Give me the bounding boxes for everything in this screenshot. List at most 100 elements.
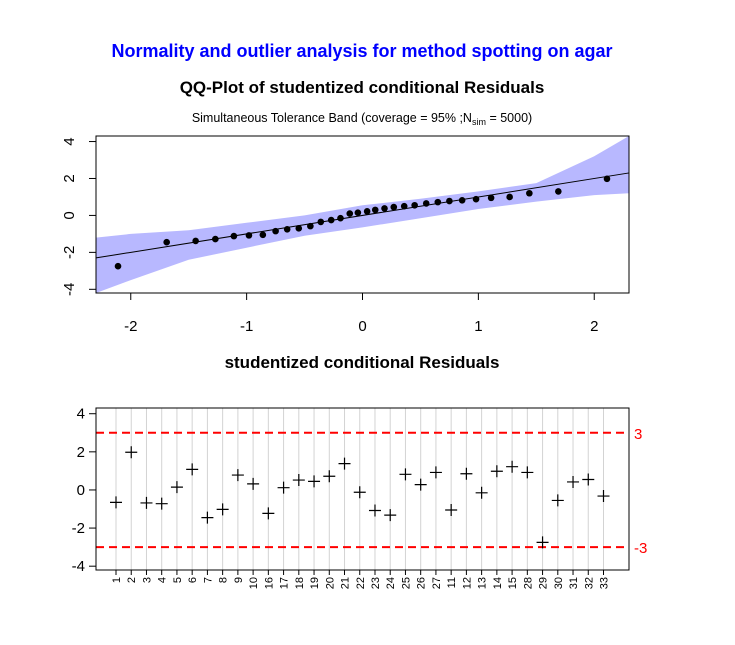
residual-point bbox=[338, 457, 351, 470]
residual-point bbox=[110, 496, 122, 509]
qq-point bbox=[390, 203, 398, 211]
residual-point bbox=[308, 475, 321, 488]
residual-x-tick-label: 21 bbox=[340, 577, 352, 589]
residual-x-tick-label: 28 bbox=[522, 577, 534, 589]
residual-x-tick-label: 8 bbox=[218, 577, 230, 583]
qq-point bbox=[230, 232, 238, 240]
residual-point bbox=[155, 497, 168, 510]
qq-point bbox=[472, 195, 480, 203]
qq-subtitle-suffix: = 5000) bbox=[486, 111, 532, 125]
residual-point bbox=[597, 490, 610, 503]
qq-point bbox=[245, 232, 253, 239]
qq-point bbox=[212, 235, 219, 243]
residual-x-tick-label: 7 bbox=[202, 577, 214, 583]
qq-x-tick-label: 2 bbox=[590, 318, 598, 335]
qq-plot-subtitle: Simultaneous Tolerance Band (coverage = … bbox=[192, 111, 532, 127]
residual-point bbox=[384, 509, 397, 522]
qq-plot: QQ-Plot of studentized conditional Resid… bbox=[61, 78, 630, 335]
residual-point bbox=[170, 481, 183, 494]
residual-point bbox=[429, 466, 442, 479]
qq-y-axis: -4 -2 0 2 4 bbox=[61, 137, 96, 296]
residual-x-tick-label: 11 bbox=[446, 577, 458, 588]
qq-point bbox=[434, 198, 442, 206]
residual-point bbox=[536, 536, 549, 549]
qq-point bbox=[295, 225, 303, 232]
qq-point bbox=[381, 205, 388, 212]
residual-x-tick-label: 24 bbox=[385, 577, 397, 589]
residual-point bbox=[216, 503, 229, 516]
qq-point bbox=[400, 202, 408, 210]
residual-point bbox=[582, 473, 595, 486]
residual-point bbox=[475, 486, 488, 499]
qq-point bbox=[555, 188, 562, 195]
residual-point bbox=[292, 474, 305, 487]
residual-point bbox=[445, 503, 458, 516]
residual-x-tick-label: 23 bbox=[370, 577, 382, 589]
residual-x-tick-label: 1 bbox=[111, 577, 123, 583]
qq-point bbox=[259, 231, 267, 239]
residual-point bbox=[490, 465, 503, 478]
qq-point bbox=[446, 197, 453, 205]
residual-x-tick-label: 13 bbox=[477, 577, 489, 589]
residual-x-tick-label: 19 bbox=[309, 577, 321, 589]
qq-point bbox=[272, 227, 279, 235]
qq-x-tick-label: -1 bbox=[240, 318, 253, 335]
qq-point bbox=[163, 238, 170, 246]
reference-line-path bbox=[95, 172, 630, 259]
qq-point bbox=[487, 194, 495, 202]
residuals-plot-frame bbox=[95, 407, 630, 571]
residual-point bbox=[323, 470, 336, 483]
residuals-plot-title: studentized conditional Residuals bbox=[225, 353, 500, 372]
residual-x-tick-label: 15 bbox=[507, 577, 519, 589]
residual-point bbox=[186, 463, 199, 476]
qq-point bbox=[307, 222, 314, 230]
qq-point bbox=[327, 216, 335, 224]
residual-x-tick-label: 27 bbox=[431, 577, 443, 589]
residual-x-tick-label: 29 bbox=[538, 577, 550, 589]
residual-x-tick-label: 6 bbox=[187, 577, 199, 583]
qq-y-tick-label: 0 bbox=[61, 211, 78, 219]
residual-point bbox=[140, 496, 153, 509]
qq-x-tick-label: 1 bbox=[474, 318, 482, 335]
qq-subtitle-sub: sim bbox=[472, 117, 486, 127]
qq-x-tick-label: -2 bbox=[124, 318, 137, 335]
residual-point bbox=[551, 494, 564, 507]
residual-point bbox=[506, 460, 519, 473]
threshold-lines: 3 -3 bbox=[96, 426, 647, 557]
residual-point bbox=[247, 477, 260, 490]
figure-title: Normality and outlier analysis for metho… bbox=[111, 41, 612, 61]
residual-point bbox=[460, 467, 473, 480]
residual-x-tick-label: 14 bbox=[492, 577, 504, 589]
residual-x-tick-label: 4 bbox=[157, 577, 169, 583]
residual-x-tick-label: 22 bbox=[355, 577, 367, 589]
qq-point bbox=[422, 200, 430, 207]
residual-x-tick-label: 3 bbox=[141, 577, 153, 583]
residual-x-tick-label: 26 bbox=[416, 577, 428, 589]
qq-point bbox=[458, 196, 466, 204]
qq-point bbox=[354, 209, 362, 216]
qq-y-tick-label: -4 bbox=[61, 283, 78, 296]
residual-point bbox=[231, 469, 244, 482]
qq-point bbox=[526, 189, 533, 197]
qq-y-tick-label: 4 bbox=[61, 137, 78, 145]
residual-x-tick-label: 18 bbox=[294, 577, 306, 589]
qq-point bbox=[317, 218, 325, 226]
qq-point bbox=[346, 210, 354, 217]
residual-x-tick-label: 10 bbox=[248, 577, 260, 589]
residual-point bbox=[353, 486, 366, 499]
qq-point bbox=[114, 262, 122, 270]
qq-point bbox=[411, 201, 418, 209]
qq-y-tick-label: -2 bbox=[61, 246, 78, 259]
qq-points bbox=[114, 175, 611, 270]
residual-point bbox=[414, 478, 427, 491]
qq-point bbox=[363, 208, 371, 215]
residual-y-tick-label: 2 bbox=[77, 444, 85, 461]
residual-x-tick-label: 2 bbox=[126, 577, 138, 583]
qq-plot-title: QQ-Plot of studentized conditional Resid… bbox=[180, 78, 545, 97]
residual-x-tick-label: 31 bbox=[568, 577, 580, 589]
residual-points bbox=[110, 446, 610, 549]
residual-x-tick-label: 33 bbox=[599, 577, 611, 589]
reference-line bbox=[95, 172, 630, 259]
